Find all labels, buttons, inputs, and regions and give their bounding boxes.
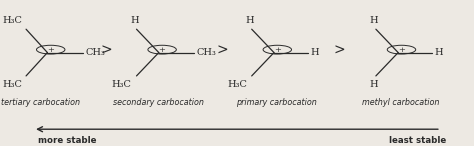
Text: CH₃: CH₃ bbox=[197, 48, 217, 57]
Text: more stable: more stable bbox=[38, 136, 96, 145]
Text: methyl carbocation: methyl carbocation bbox=[362, 98, 439, 107]
Text: H₃C: H₃C bbox=[3, 16, 23, 25]
Text: H₃C: H₃C bbox=[112, 80, 132, 89]
Text: secondary carbocation: secondary carbocation bbox=[113, 98, 204, 107]
Text: H: H bbox=[370, 80, 378, 89]
Text: +: + bbox=[159, 46, 165, 54]
Text: H: H bbox=[130, 16, 139, 25]
Text: H: H bbox=[310, 48, 319, 57]
Text: CH₃: CH₃ bbox=[85, 48, 105, 57]
Text: +: + bbox=[398, 46, 405, 54]
Text: +: + bbox=[274, 46, 281, 54]
Text: tertiary carbocation: tertiary carbocation bbox=[1, 98, 80, 107]
Text: least stable: least stable bbox=[389, 136, 446, 145]
Text: >: > bbox=[216, 44, 228, 58]
Text: H: H bbox=[370, 16, 378, 25]
Text: H₃C: H₃C bbox=[3, 80, 23, 89]
Text: primary carbocation: primary carbocation bbox=[236, 98, 317, 107]
Text: >: > bbox=[101, 44, 112, 58]
Text: H: H bbox=[435, 48, 443, 57]
Text: +: + bbox=[47, 46, 54, 54]
Text: >: > bbox=[333, 44, 345, 58]
Text: H₃C: H₃C bbox=[228, 80, 247, 89]
Text: H: H bbox=[246, 16, 254, 25]
